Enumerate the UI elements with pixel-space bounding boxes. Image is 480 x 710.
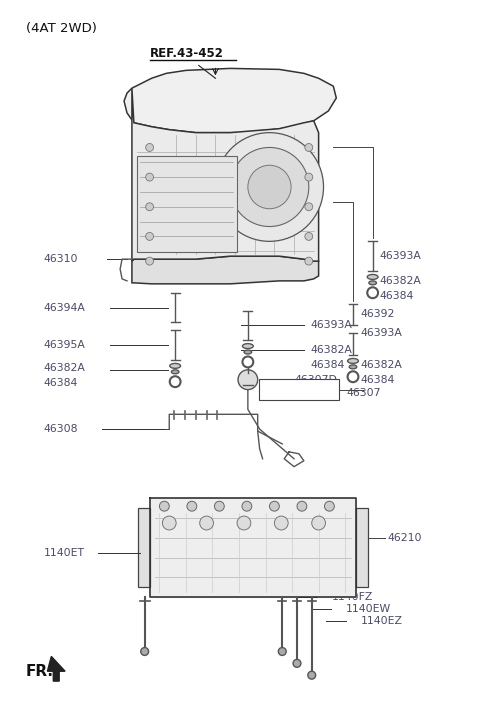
Text: 46392: 46392 (361, 310, 395, 320)
Circle shape (305, 232, 312, 241)
Text: 46310: 46310 (44, 254, 78, 264)
Circle shape (238, 370, 258, 390)
Polygon shape (138, 508, 150, 587)
Circle shape (269, 501, 279, 511)
Ellipse shape (348, 359, 359, 364)
FancyBboxPatch shape (259, 378, 339, 400)
Circle shape (305, 257, 312, 265)
Polygon shape (48, 657, 65, 681)
Text: 46384: 46384 (361, 375, 395, 385)
Text: 1140ET: 1140ET (44, 547, 84, 557)
Text: 46393A: 46393A (361, 328, 403, 338)
Polygon shape (150, 498, 356, 597)
Text: 46382A: 46382A (311, 345, 353, 355)
Text: 46307D: 46307D (294, 375, 337, 385)
Text: REF.43-452: REF.43-452 (150, 48, 224, 60)
Polygon shape (356, 508, 368, 587)
Text: 46382A: 46382A (44, 363, 85, 373)
FancyBboxPatch shape (137, 156, 237, 252)
Text: 46393A: 46393A (311, 320, 353, 330)
Text: 46384: 46384 (311, 360, 345, 370)
Text: 1140EW: 1140EW (346, 604, 391, 614)
Text: 1140FZ: 1140FZ (331, 592, 373, 602)
Text: 1140EZ: 1140EZ (361, 616, 403, 626)
Circle shape (187, 501, 197, 511)
Circle shape (215, 501, 224, 511)
Ellipse shape (367, 275, 378, 280)
Text: 46308: 46308 (44, 424, 78, 434)
Ellipse shape (242, 344, 253, 349)
Circle shape (312, 516, 325, 530)
Text: 46384: 46384 (380, 290, 414, 301)
Circle shape (324, 501, 335, 511)
Text: 46394A: 46394A (44, 302, 85, 312)
Text: 46210: 46210 (387, 532, 422, 543)
Text: 46393A: 46393A (380, 251, 421, 261)
Polygon shape (132, 88, 319, 261)
Circle shape (237, 516, 251, 530)
Circle shape (308, 671, 316, 679)
Text: 46395A: 46395A (44, 340, 85, 350)
Circle shape (293, 660, 301, 667)
Ellipse shape (244, 350, 252, 354)
Circle shape (141, 648, 149, 655)
Circle shape (145, 203, 154, 211)
Circle shape (145, 143, 154, 151)
Ellipse shape (170, 364, 180, 368)
Ellipse shape (171, 370, 179, 373)
Circle shape (216, 133, 324, 241)
Circle shape (159, 501, 169, 511)
Circle shape (242, 501, 252, 511)
Circle shape (305, 143, 312, 151)
Circle shape (275, 516, 288, 530)
Circle shape (200, 516, 214, 530)
Circle shape (297, 501, 307, 511)
Polygon shape (132, 256, 319, 284)
Circle shape (248, 165, 291, 209)
Text: 46384: 46384 (44, 378, 78, 388)
Circle shape (230, 148, 309, 226)
Circle shape (305, 173, 312, 181)
Ellipse shape (349, 365, 357, 368)
Text: (4AT 2WD): (4AT 2WD) (26, 22, 96, 35)
Text: FR.: FR. (26, 664, 54, 679)
Circle shape (162, 516, 176, 530)
Circle shape (145, 232, 154, 241)
Circle shape (305, 203, 312, 211)
Circle shape (278, 648, 286, 655)
Text: 46382A: 46382A (361, 360, 403, 370)
Circle shape (145, 257, 154, 265)
Text: 46307: 46307 (346, 388, 381, 398)
Polygon shape (124, 68, 336, 133)
Text: 46382A: 46382A (380, 276, 421, 286)
Ellipse shape (369, 281, 376, 285)
Circle shape (145, 173, 154, 181)
